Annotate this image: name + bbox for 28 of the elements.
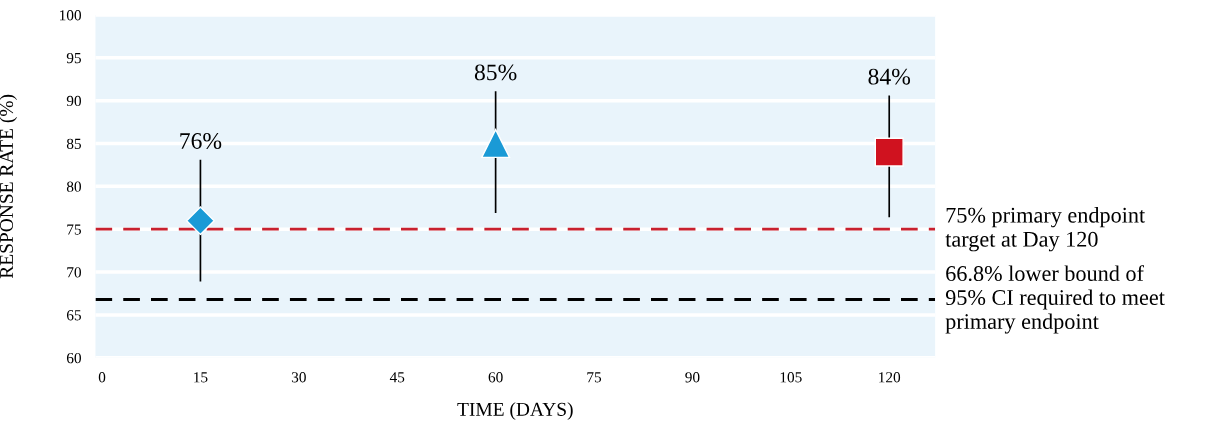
ref-line-label: 66.8% lower bound of 95% CI required to meet primary endpoint — [945, 265, 1165, 334]
point — [481, 128, 511, 159]
data-label: 84% — [868, 68, 911, 85]
x-tick-label: 105 — [780, 372, 802, 383]
point — [185, 206, 215, 236]
y-tick-label: 95 — [66, 52, 81, 64]
y-tick-label: 100 — [60, 10, 81, 21]
x-tick-label: 15 — [194, 372, 208, 383]
x-tick-label: 45 — [389, 372, 405, 383]
y-tick-label: 80 — [66, 181, 81, 192]
y-tick-label: 70 — [67, 267, 81, 278]
data-label: 85% — [474, 64, 517, 81]
x-tick-label: 75 — [587, 372, 602, 383]
y-tick-label: 60 — [66, 352, 81, 364]
x-tick-label: 120 — [879, 372, 901, 383]
y-tick-label: 75 — [67, 224, 81, 235]
x-tick-label: 30 — [291, 372, 306, 383]
y-tick-label: 90 — [66, 95, 81, 107]
ref-line-label: 75% primary endpoint target at Day 120 — [945, 207, 1146, 252]
x-tick-label: 90 — [685, 372, 700, 383]
x-tick-label: 0 — [98, 372, 106, 383]
x-tick-label: 60 — [488, 372, 503, 383]
y-tick-label: 85 — [66, 138, 81, 149]
y-axis-title: RESPONSE RATE (%) — [0, 94, 17, 279]
y-tick-label: 65 — [66, 310, 81, 321]
data-label: 76% — [180, 132, 222, 149]
x-axis-title: TIME (DAYS) — [457, 402, 573, 420]
point — [874, 137, 904, 167]
